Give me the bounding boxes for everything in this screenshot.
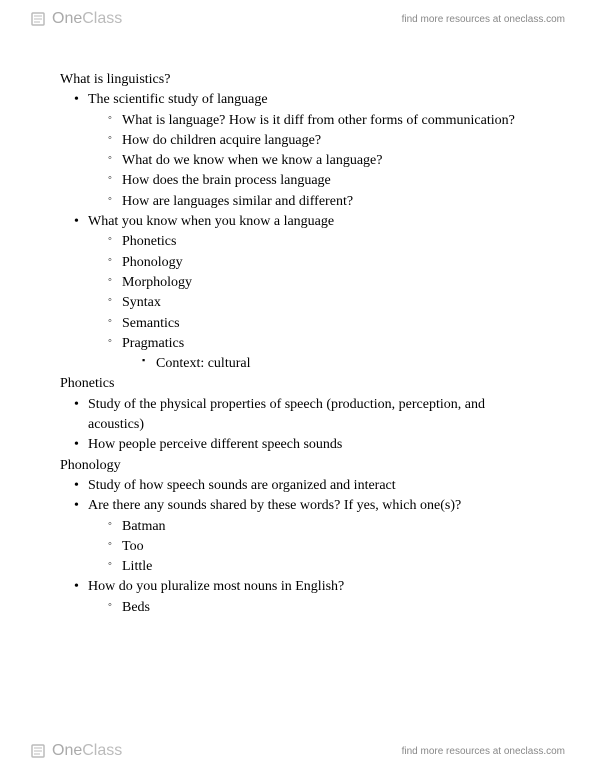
note-line: Syntax (122, 293, 540, 313)
logo-icon (30, 742, 48, 760)
note-line: Are there any sounds shared by these wor… (88, 496, 540, 516)
note-line: Study of how speech sounds are organized… (88, 476, 540, 496)
note-line: Too (122, 537, 540, 557)
note-line: What is language? How is it diff from ot… (122, 111, 540, 131)
note-line: What do we know when we know a language? (122, 151, 540, 171)
note-line: How are languages similar and different? (122, 192, 540, 212)
note-line: Phonetics (122, 232, 540, 252)
note-line: Phonology (60, 456, 540, 476)
resources-link-top[interactable]: find more resources at oneclass.com (402, 14, 565, 25)
note-line: Context: cultural (156, 354, 540, 374)
note-line: Batman (122, 517, 540, 537)
note-line: Semantics (122, 314, 540, 334)
logo-text-one: One (52, 10, 82, 28)
note-line: Little (122, 557, 540, 577)
note-line: Beds (122, 598, 540, 618)
page-header: OneClass find more resources at oneclass… (0, 0, 595, 38)
note-line: Pragmatics (122, 334, 540, 354)
note-line: How do you pluralize most nouns in Engli… (88, 577, 540, 597)
logo-text-class: Class (82, 10, 122, 28)
logo-text-one: One (52, 742, 82, 760)
brand-logo-footer: OneClass (30, 742, 122, 760)
note-line: What is linguistics? (60, 70, 540, 90)
note-line: Phonology (122, 253, 540, 273)
note-line: How do children acquire language? (122, 131, 540, 151)
page-footer: OneClass find more resources at oneclass… (0, 732, 595, 770)
note-line: Phonetics (60, 374, 540, 394)
note-line: What you know when you know a language (88, 212, 540, 232)
logo-text-class: Class (82, 742, 122, 760)
note-line: How does the brain process language (122, 171, 540, 191)
note-line: How people perceive different speech sou… (88, 435, 540, 455)
document-body: What is linguistics?The scientific study… (60, 70, 540, 618)
logo-icon (30, 10, 48, 28)
note-line: Morphology (122, 273, 540, 293)
note-line: Study of the physical properties of spee… (88, 395, 540, 436)
resources-link-bottom[interactable]: find more resources at oneclass.com (402, 746, 565, 757)
brand-logo: OneClass (30, 10, 122, 28)
note-line: The scientific study of language (88, 90, 540, 110)
